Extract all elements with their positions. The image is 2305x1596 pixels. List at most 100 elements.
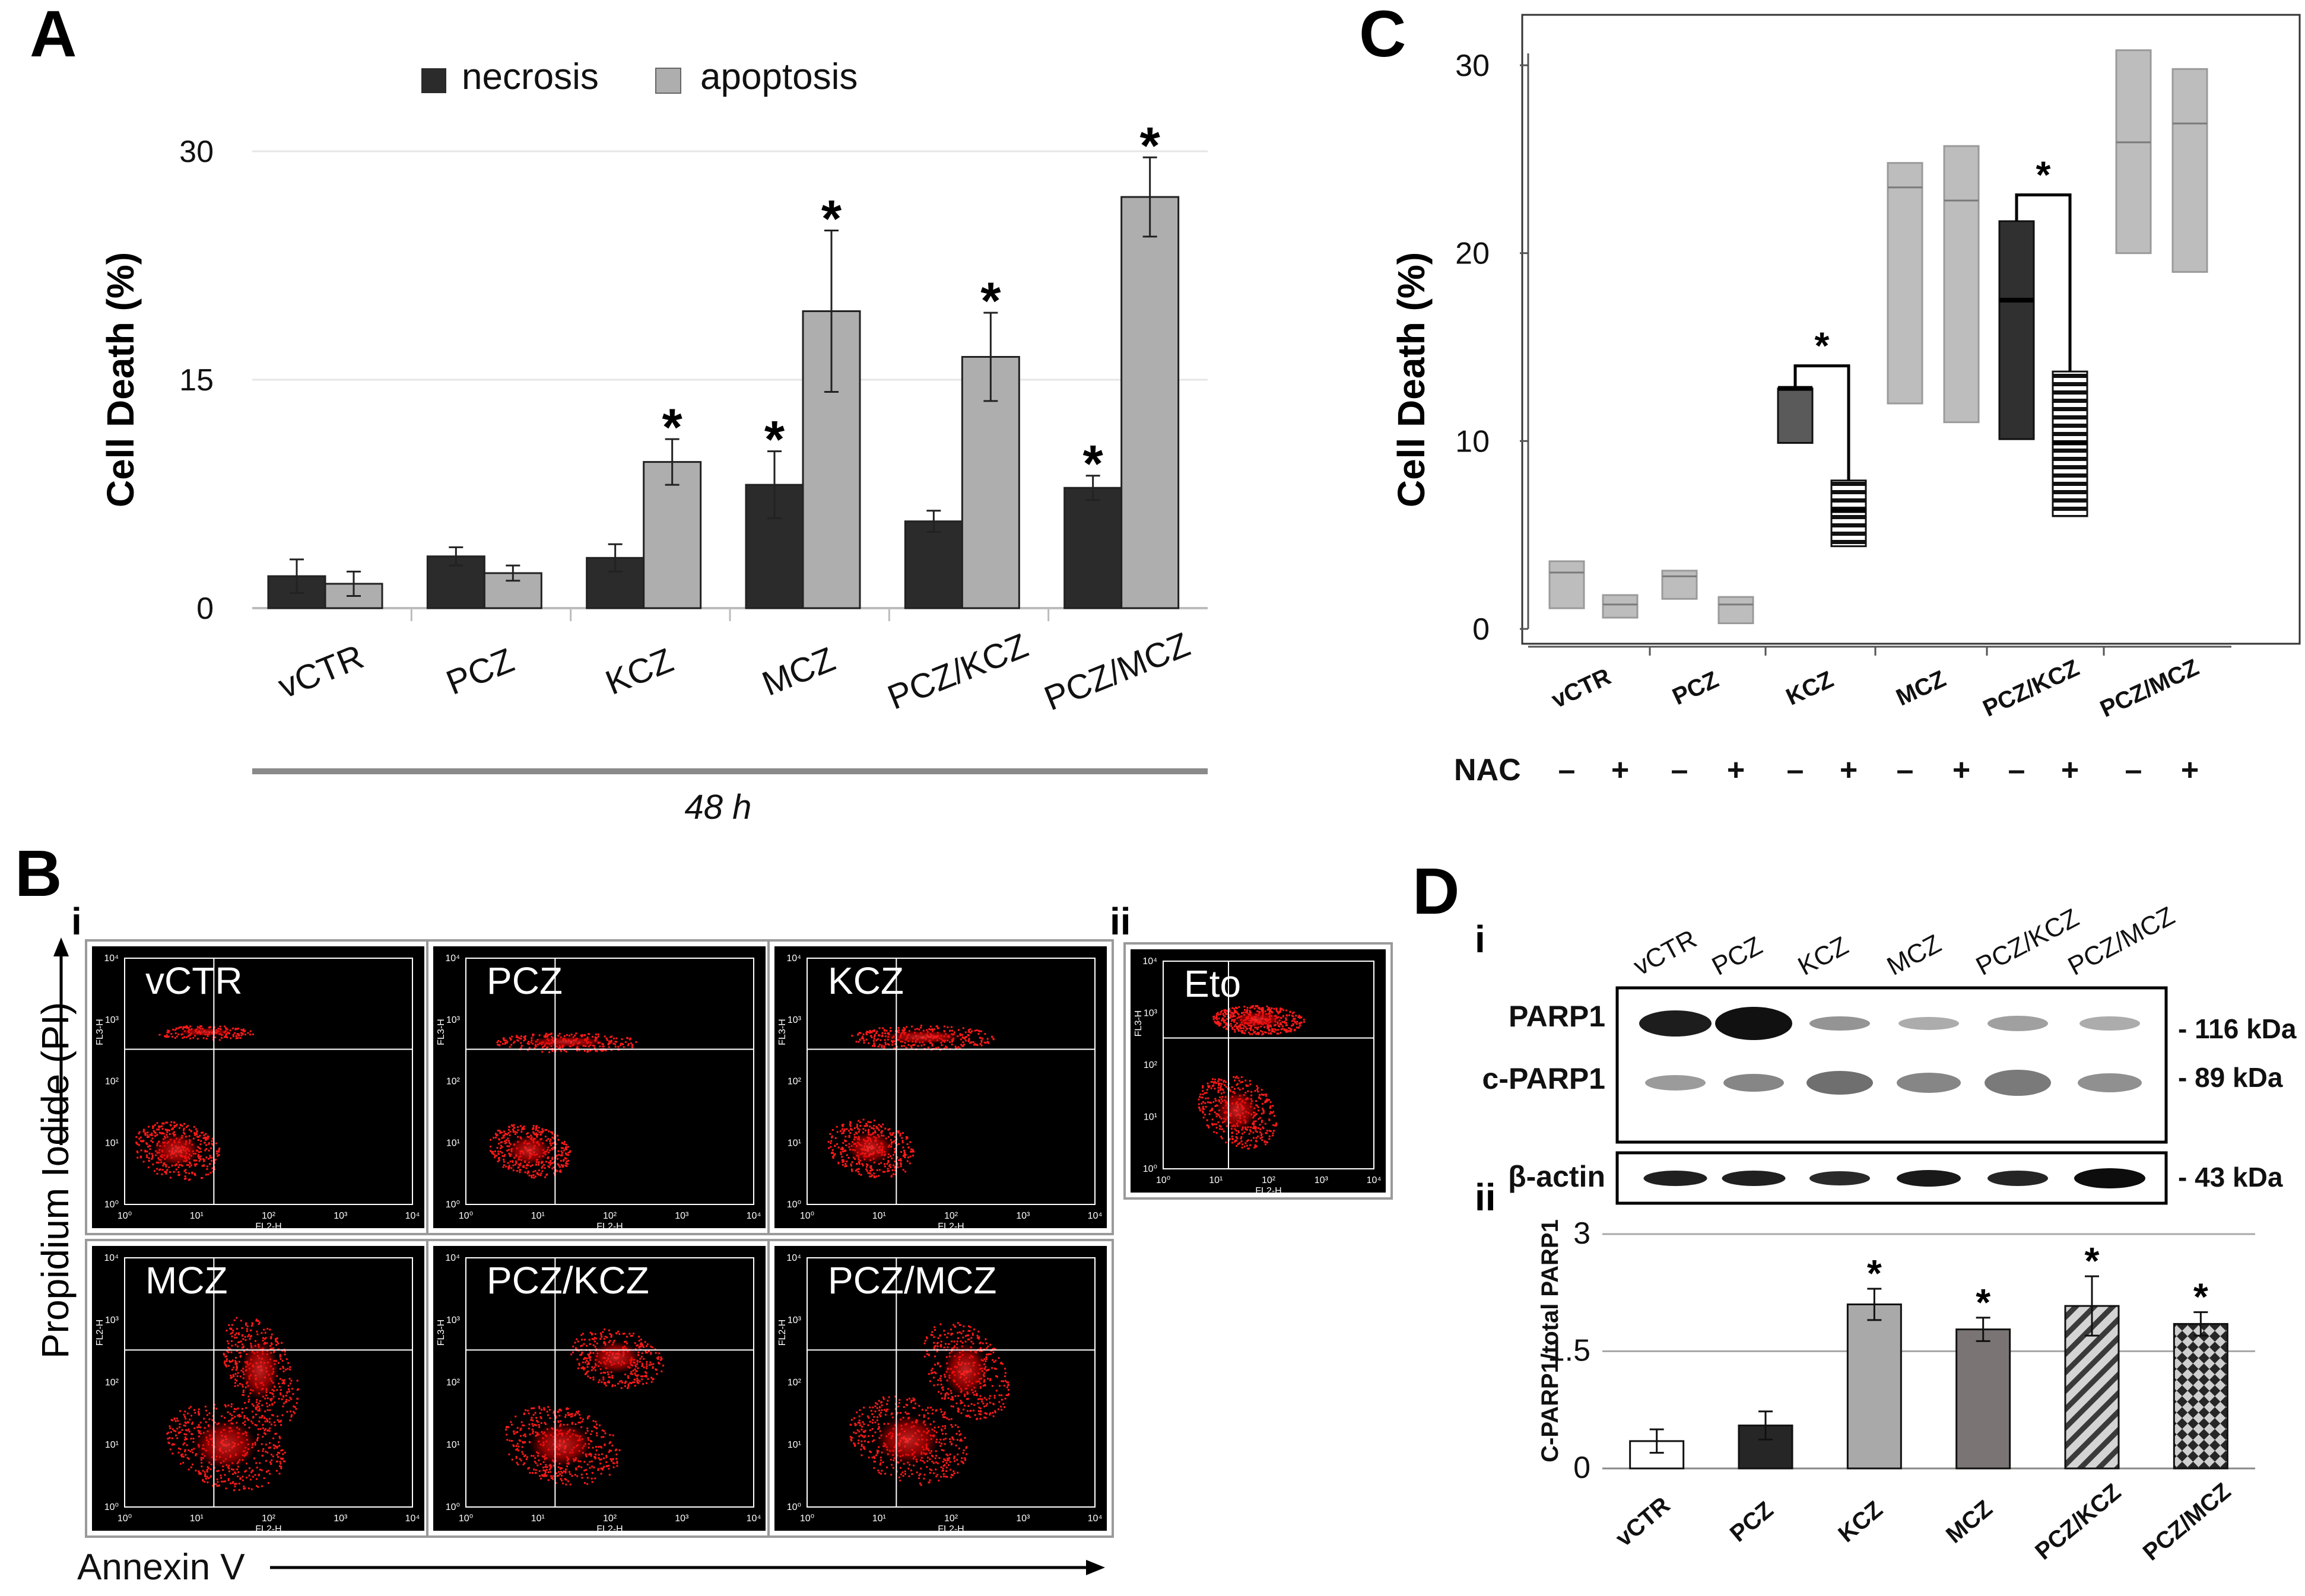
flow-event <box>938 1457 941 1459</box>
flow-event <box>180 1455 183 1458</box>
flow-event <box>1275 1124 1277 1127</box>
flow-event <box>531 1037 533 1039</box>
flow-event <box>581 1344 583 1347</box>
flow-event <box>642 1364 644 1366</box>
flow-event <box>163 1133 165 1135</box>
flow-event <box>551 1162 553 1165</box>
flow-event <box>928 1028 931 1031</box>
flow-event <box>527 1132 529 1134</box>
flow-event <box>596 1427 598 1429</box>
flow-event <box>569 1473 572 1476</box>
chart-a-bars: * ***** <box>267 116 1180 609</box>
flow-event <box>569 1150 572 1152</box>
flow-event <box>608 1376 610 1378</box>
flow-event <box>206 1476 208 1478</box>
flow-event <box>881 1035 883 1038</box>
flow-event <box>929 1406 932 1409</box>
flow-event <box>967 1339 969 1341</box>
flow-event <box>622 1333 624 1335</box>
flow-event <box>138 1137 141 1140</box>
flow-event <box>556 1134 558 1137</box>
flow-event <box>957 1463 959 1465</box>
flow-event <box>880 1415 882 1417</box>
flow-event <box>214 1483 216 1485</box>
flow-event <box>185 1172 187 1174</box>
flow-event <box>842 1148 844 1150</box>
flow-event <box>189 1037 192 1039</box>
flow-event <box>853 1431 855 1433</box>
flow-event <box>493 1153 495 1155</box>
flow-event <box>1240 1076 1243 1078</box>
flow-event <box>936 1363 939 1365</box>
flow-event <box>900 1411 902 1414</box>
flow-event <box>1264 1101 1266 1103</box>
flow-ytick-kcz-2: 10² <box>788 1077 802 1087</box>
flow-event <box>201 1177 203 1179</box>
flow-event <box>282 1453 284 1455</box>
flow-event <box>887 1170 889 1172</box>
flow-event <box>941 1044 943 1046</box>
flow-event <box>995 1368 997 1370</box>
flow-event <box>594 1333 596 1335</box>
flow-event <box>505 1165 507 1168</box>
flow-event <box>231 1324 233 1326</box>
flow-event <box>1258 1118 1260 1120</box>
flow-event <box>262 1427 264 1429</box>
flow-event <box>944 1398 946 1400</box>
flow-event <box>287 1362 290 1364</box>
flow-event <box>579 1414 581 1416</box>
flow-event <box>589 1343 591 1345</box>
flow-event <box>602 1050 604 1052</box>
flow-event <box>1004 1368 1006 1370</box>
flow-event <box>602 1043 604 1045</box>
flow-event <box>936 1348 938 1350</box>
flow-event <box>593 1366 596 1369</box>
flow-event <box>509 1439 511 1442</box>
flow-event <box>520 1131 523 1133</box>
flow-event <box>979 1037 981 1039</box>
flow-event <box>879 1464 881 1466</box>
flow-event <box>939 1445 942 1447</box>
flow-event <box>229 1327 231 1330</box>
flow-event <box>877 1428 880 1430</box>
flow-event <box>187 1035 189 1037</box>
box-c-pcz-mcz-nac-plus <box>2171 68 2208 273</box>
flow-event <box>1265 1093 1267 1095</box>
flow-event <box>946 1392 948 1394</box>
flow-event <box>289 1410 291 1413</box>
flow-event <box>506 1439 509 1441</box>
flow-event <box>945 1462 948 1464</box>
flow-event <box>1204 1092 1206 1095</box>
flow-yaxis-kcz: FL3-H <box>777 1019 788 1045</box>
flow-event <box>281 1398 283 1400</box>
flow-event <box>555 1416 557 1419</box>
flow-event <box>974 1043 976 1045</box>
flow-event <box>605 1037 608 1039</box>
flow-event <box>985 1358 988 1360</box>
flow-event <box>547 1046 549 1048</box>
flow-event <box>601 1453 603 1455</box>
flow-event <box>156 1128 158 1131</box>
flow-event <box>1217 1086 1220 1089</box>
flow-event <box>258 1410 261 1412</box>
flow-event <box>183 1433 186 1435</box>
flow-event <box>234 1334 236 1336</box>
flow-ytick-pcz-4: 10⁴ <box>445 953 460 964</box>
flow-event <box>535 1128 537 1131</box>
flow-event <box>280 1449 282 1452</box>
flow-event <box>257 1428 259 1430</box>
flow-event <box>862 1164 864 1166</box>
flow-event <box>827 1140 830 1143</box>
flow-event <box>284 1368 287 1371</box>
flow-event <box>874 1457 876 1460</box>
flow-event <box>884 1127 887 1130</box>
flow-event <box>939 1377 941 1379</box>
flow-event <box>503 1161 505 1163</box>
flow-event <box>188 1428 190 1430</box>
flow-event <box>243 1417 246 1419</box>
flow-event <box>503 1134 506 1137</box>
flow-event <box>940 1384 942 1386</box>
flow-xtick-pcz-kcz-0: 10⁰ <box>459 1514 473 1524</box>
flow-event <box>926 1460 929 1463</box>
flow-event <box>891 1134 894 1136</box>
